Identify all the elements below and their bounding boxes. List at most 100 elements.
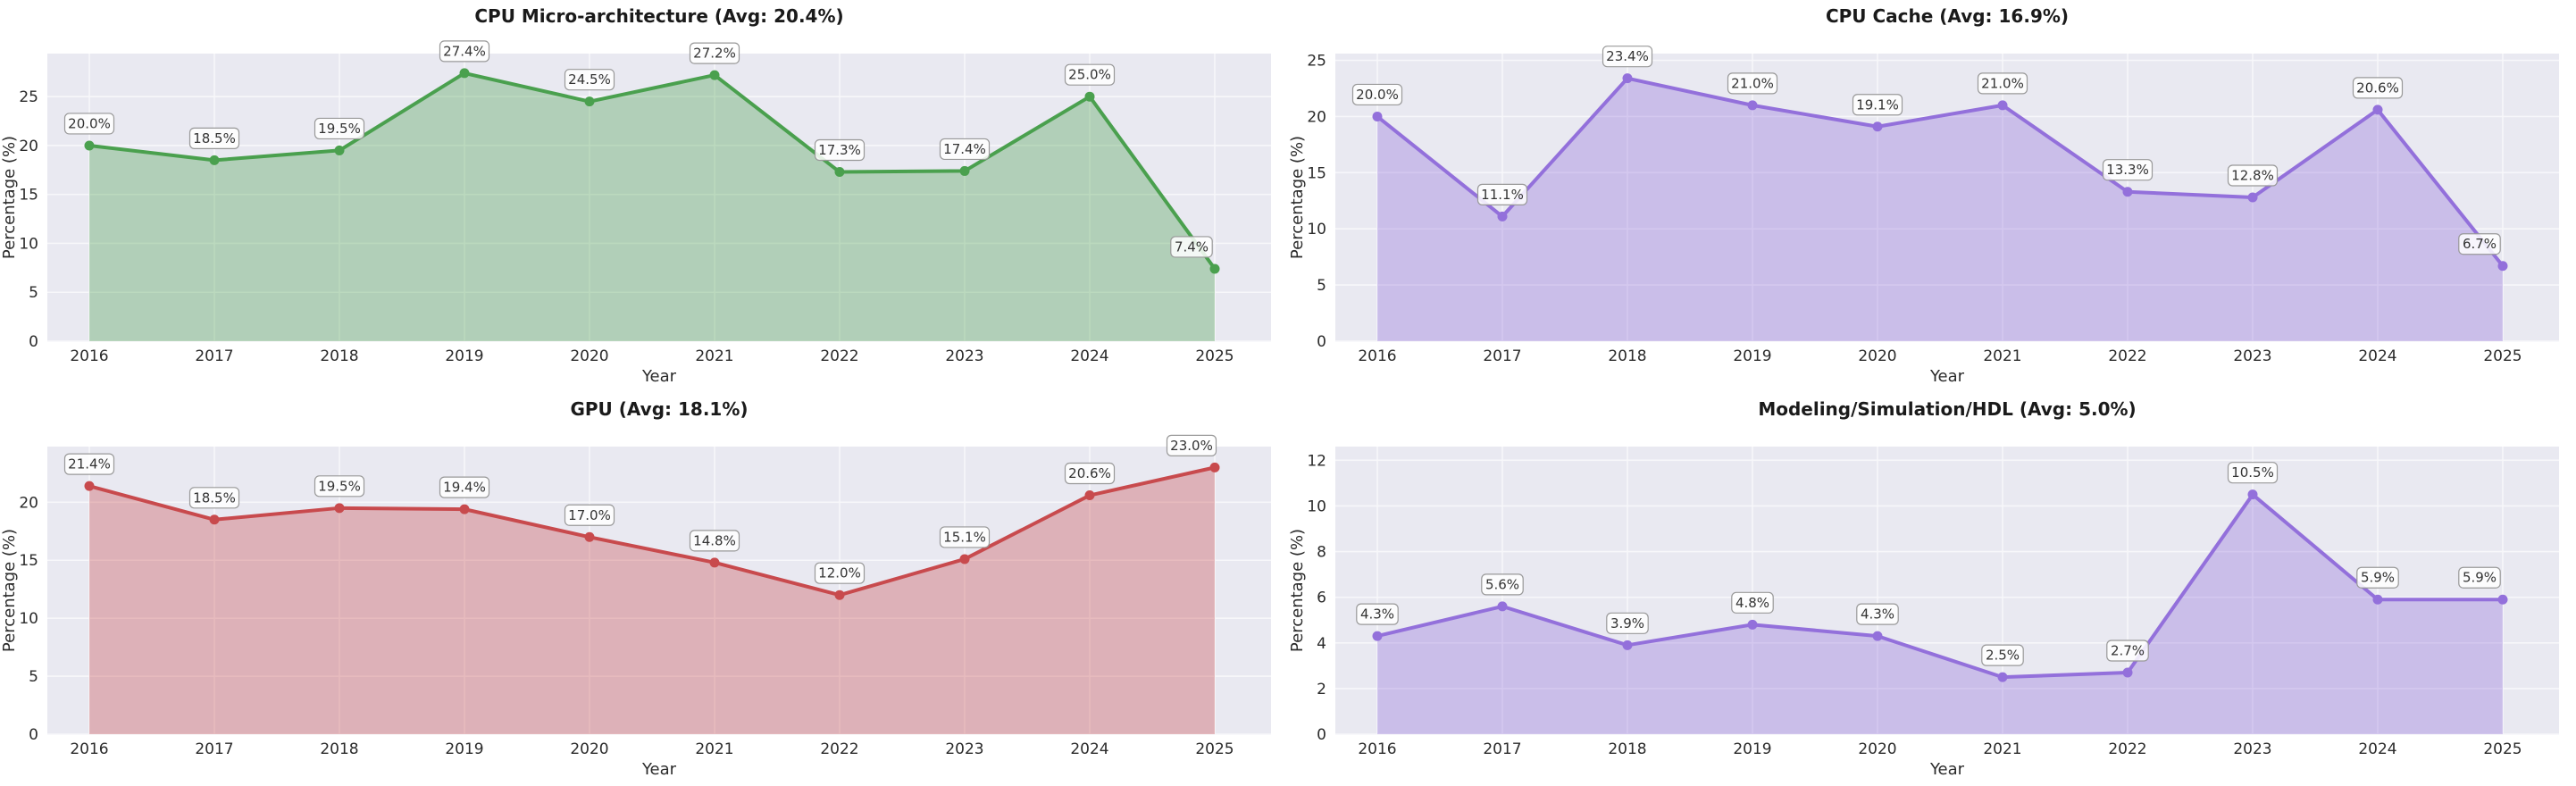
value-annotation: 27.2% <box>689 42 740 64</box>
value-annotation: 5.6% <box>1481 573 1524 596</box>
y-tick-label: 0 <box>29 726 38 744</box>
value-label: 20.6% <box>1068 465 1111 481</box>
data-point <box>1747 100 1758 111</box>
y-tick-label: 10 <box>19 610 38 628</box>
trend-line <box>1376 76 2505 268</box>
y-tick-label: 25 <box>19 88 38 106</box>
value-annotation: 19.5% <box>314 117 365 140</box>
y-tick-label: 20 <box>19 138 38 155</box>
value-annotation: 6.7% <box>2458 233 2501 255</box>
data-point <box>959 165 970 176</box>
value-annotation: 4.8% <box>1731 591 1774 614</box>
value-label: 7.4% <box>1175 238 1209 255</box>
plot-area <box>1335 447 2559 734</box>
value-label-box <box>188 127 240 149</box>
y-tick-label: 10 <box>1307 498 1326 515</box>
value-label: 18.5% <box>193 489 236 506</box>
data-point <box>2497 594 2508 605</box>
value-label: 17.0% <box>568 507 611 523</box>
x-tick-label: 2025 <box>2483 740 2522 758</box>
y-tick-label: 5 <box>29 284 38 302</box>
value-annotation: 10.5% <box>2227 462 2279 484</box>
value-annotation: 25.0% <box>1064 63 1116 86</box>
data-point <box>834 590 845 600</box>
value-label-box <box>1476 183 1528 205</box>
value-label-box <box>814 562 866 584</box>
data-point <box>1747 619 1758 630</box>
data-point <box>459 504 470 514</box>
value-label-box <box>1602 46 1653 68</box>
y-tick-label: 20 <box>1307 108 1326 126</box>
value-annotation: 18.5% <box>188 127 240 149</box>
data-point <box>834 167 845 178</box>
data-point <box>1497 211 1508 222</box>
grid <box>47 54 1271 342</box>
value-label: 20.6% <box>2356 79 2399 96</box>
value-label-box <box>1351 83 1403 106</box>
value-label-box <box>1166 434 1217 456</box>
value-annotation: 4.3% <box>1356 603 1399 625</box>
x-tick-label: 2022 <box>2108 740 2146 758</box>
data-point <box>2247 489 2258 500</box>
data-point <box>1622 640 1633 650</box>
data-point <box>84 140 95 151</box>
chart-panel-cpu-microarchitecture: CPU Micro-architecture (Avg: 20.4%) 0 5 10… <box>0 0 1288 393</box>
data-point <box>2372 105 2383 115</box>
y-axis-label: Percentage (%) <box>0 529 19 652</box>
chart-title: GPU (Avg: 18.1%) <box>570 398 749 420</box>
y-tick-label: 5 <box>29 668 38 686</box>
value-label-box <box>439 40 490 63</box>
value-label: 19.4% <box>443 480 486 496</box>
data-point <box>1997 672 2008 682</box>
value-annotation: 18.5% <box>188 487 240 509</box>
y-tick-label: 0 <box>29 333 38 351</box>
value-label-box <box>1064 63 1116 86</box>
data-point <box>1209 462 1220 472</box>
data-point <box>1497 601 1508 612</box>
value-label-box <box>1856 603 1899 625</box>
x-tick-label: 2021 <box>1983 740 2021 758</box>
value-label: 25.0% <box>1068 67 1111 83</box>
trend-line <box>88 465 1217 598</box>
value-annotation: 23.4% <box>1602 46 1653 68</box>
data-point <box>1622 73 1633 84</box>
value-label: 14.8% <box>693 532 736 548</box>
x-axis-label: Year <box>641 367 677 386</box>
value-label: 20.0% <box>68 115 111 131</box>
data-point <box>1084 91 1095 102</box>
value-annotation: 20.6% <box>2352 77 2404 99</box>
x-tick-label: 2025 <box>1195 740 1234 758</box>
x-tick-label: 2023 <box>2233 347 2271 365</box>
x-tick-label: 2022 <box>2108 347 2146 365</box>
value-label-box <box>2227 462 2279 484</box>
x-tick-label: 2021 <box>1983 347 2021 365</box>
value-label: 12.8% <box>2231 168 2274 184</box>
value-label: 21.4% <box>68 456 111 472</box>
y-tick-label: 5 <box>1317 277 1326 295</box>
data-point <box>209 514 220 525</box>
x-tick-label: 2016 <box>70 740 108 758</box>
value-annotation: 14.8% <box>689 530 740 552</box>
data-point <box>1209 263 1220 274</box>
y-tick-label: 4 <box>1317 635 1326 653</box>
y-axis-label: Percentage (%) <box>0 136 19 259</box>
value-label-box <box>1481 573 1524 596</box>
y-axis-label: Percentage (%) <box>1288 136 1307 259</box>
chart-title: Modeling/Simulation/HDL (Avg: 5.0%) <box>1758 398 2137 420</box>
value-label: 11.1% <box>1481 187 1524 203</box>
data-point <box>2497 261 2508 272</box>
x-tick-label: 2016 <box>1358 740 1396 758</box>
chart-canvas: 0 2 4 6 8 10 12 2016 2017 2018 2019 2020 2021 2022 202… <box>1288 447 2559 779</box>
value-label-box <box>2356 566 2399 589</box>
x-tick-label: 2017 <box>1483 347 1521 365</box>
data-point <box>2372 594 2383 605</box>
value-label: 19.5% <box>318 478 361 494</box>
value-label: 2.7% <box>2111 643 2145 659</box>
y-tick-label: 6 <box>1317 590 1326 607</box>
x-tick-label: 2021 <box>695 740 733 758</box>
value-label-box <box>314 117 365 140</box>
value-label: 10.5% <box>2231 464 2274 481</box>
value-annotation: 17.3% <box>814 138 866 162</box>
value-label-box <box>2227 164 2279 187</box>
value-label-box <box>63 453 115 475</box>
